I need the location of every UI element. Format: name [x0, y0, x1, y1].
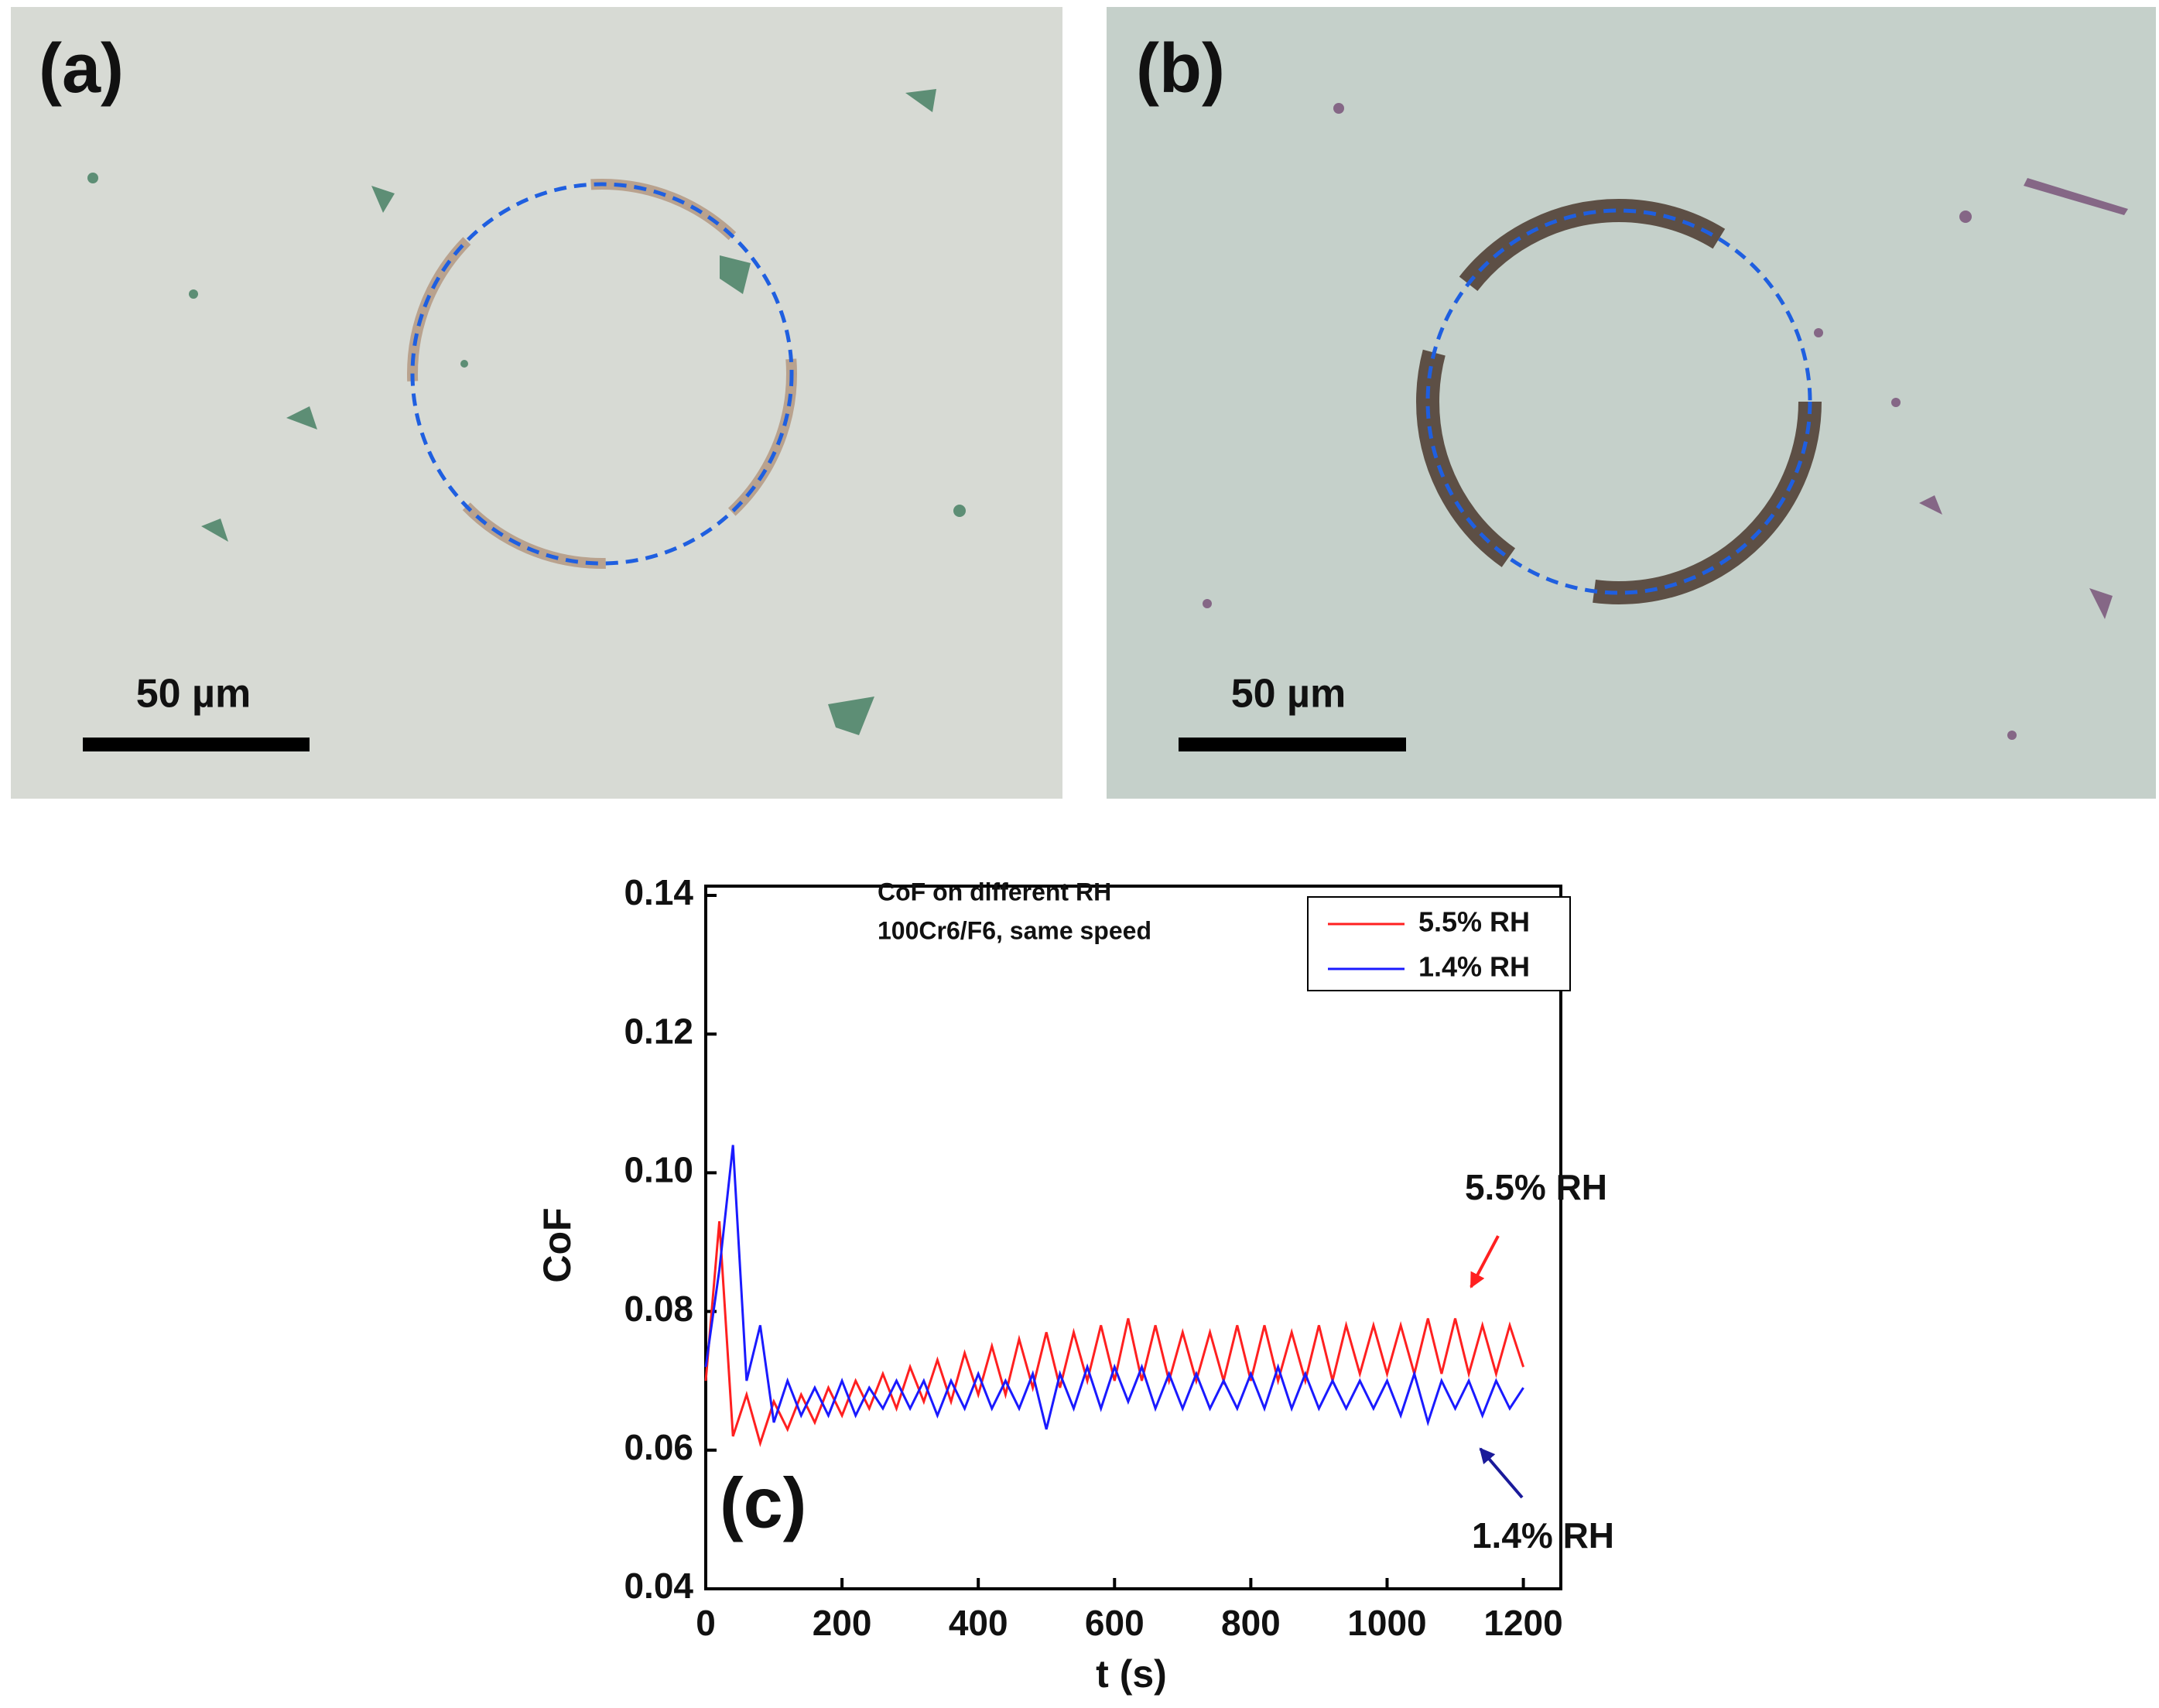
series-line	[704, 1220, 1525, 1447]
chart-title: 100Cr6/F6, same speed	[878, 916, 1151, 944]
y-tick-label: 0.06	[624, 1427, 693, 1467]
micrograph-b	[1107, 7, 2156, 799]
annotation: 1.4% RH	[1472, 1515, 1614, 1556]
x-tick-label: 1200	[1483, 1603, 1562, 1643]
legend	[1307, 896, 1571, 991]
panel-label: (c)	[720, 1463, 806, 1542]
x-tick-label: 1000	[1347, 1603, 1426, 1643]
series-line	[704, 1145, 1524, 1430]
legend-label: 5.5% RH	[1418, 906, 1530, 938]
x-tick-label: 800	[1221, 1603, 1281, 1643]
panel-label: (a)	[39, 30, 124, 108]
scale-bar-label: 50 µm	[1231, 672, 1346, 717]
y-tick-label: 0.14	[624, 872, 693, 912]
y-tick-label: 0.12	[624, 1011, 693, 1051]
legend-label: 1.4% RH	[1418, 951, 1530, 983]
y-tick-label: 0.08	[624, 1289, 693, 1329]
y-tick-label: 0.04	[624, 1566, 693, 1606]
x-tick-label: 200	[813, 1603, 872, 1643]
y-tick-label: 0.10	[624, 1150, 693, 1190]
annotation: 5.5% RH	[1465, 1167, 1607, 1207]
x-tick-label: 0	[696, 1603, 716, 1643]
scale-bar-label: 50 µm	[136, 672, 251, 717]
x-tick-label: 600	[1085, 1603, 1145, 1643]
arrow	[1479, 1447, 1524, 1499]
arrow	[1470, 1235, 1500, 1289]
panel-label: (b)	[1136, 30, 1225, 108]
chart-title: CoF on different RH	[878, 878, 1111, 905]
micrograph-a	[11, 7, 1062, 799]
y-axis-label: CoF	[535, 1207, 579, 1282]
plot-frame	[704, 885, 1562, 1590]
x-tick-label: 400	[949, 1603, 1008, 1643]
x-axis-label: t (s)	[1096, 1652, 1167, 1696]
